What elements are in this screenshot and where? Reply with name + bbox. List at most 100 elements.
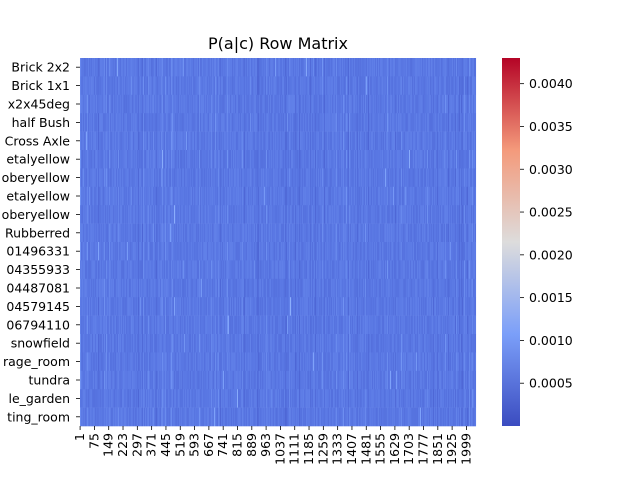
heatmap-cell xyxy=(426,260,428,280)
heatmap-cell xyxy=(283,278,285,298)
heatmap-cell xyxy=(344,113,346,132)
heatmap-cell xyxy=(290,94,292,114)
heatmap-cell xyxy=(148,186,150,206)
heatmap-cell xyxy=(238,242,240,261)
heatmap-cell xyxy=(239,76,241,96)
heatmap-cell xyxy=(421,76,423,96)
heatmap-cell xyxy=(141,168,143,188)
heatmap-cell xyxy=(174,58,176,77)
heatmap-cell xyxy=(274,150,276,169)
heatmap-cell xyxy=(433,76,435,96)
heatmap-cell xyxy=(451,94,453,114)
heatmap-cell xyxy=(454,223,456,243)
heatmap-cell xyxy=(241,58,243,77)
heatmap-cell xyxy=(153,260,155,280)
heatmap-cell xyxy=(324,113,326,132)
heatmap-cell xyxy=(294,223,296,243)
heatmap-cell xyxy=(294,113,296,132)
heatmap-cell xyxy=(226,113,228,132)
heatmap-cell xyxy=(410,131,412,151)
heatmap-cell xyxy=(174,278,176,298)
heatmap-cell xyxy=(320,76,322,96)
heatmap-cell xyxy=(257,186,259,206)
heatmap-cell xyxy=(248,205,250,224)
heatmap-cell xyxy=(104,150,106,169)
heatmap-cell xyxy=(319,223,321,243)
heatmap-cell xyxy=(424,260,426,280)
heatmap-cell xyxy=(356,113,358,132)
heatmap-cell xyxy=(422,260,424,280)
heatmap-cell xyxy=(237,150,239,169)
heatmap-cell xyxy=(96,168,98,188)
heatmap-cell xyxy=(257,278,259,298)
heatmap-cell xyxy=(389,58,391,77)
heatmap-cell xyxy=(455,131,457,151)
heatmap-cell xyxy=(339,205,341,224)
heatmap-cell xyxy=(204,223,206,243)
heatmap-cell xyxy=(352,242,354,261)
heatmap-cell xyxy=(406,205,408,224)
heatmap-cell xyxy=(200,260,202,280)
heatmap-cell xyxy=(371,186,373,206)
heatmap-cell xyxy=(113,186,115,206)
heatmap-cell xyxy=(99,58,101,77)
heatmap-cell xyxy=(372,260,374,280)
heatmap-cell xyxy=(158,58,160,77)
heatmap-cell xyxy=(139,131,141,151)
heatmap-cell xyxy=(382,205,384,224)
heatmap-cell xyxy=(246,168,248,188)
heatmap-cell xyxy=(249,94,251,114)
heatmap-cell xyxy=(198,186,200,206)
heatmap-cell xyxy=(425,242,427,261)
heatmap-cell xyxy=(103,58,105,77)
heatmap-cell xyxy=(410,113,412,132)
heatmap-cell xyxy=(411,131,413,151)
heatmap-cell xyxy=(401,168,403,188)
heatmap-cell xyxy=(350,242,352,261)
heatmap-cell xyxy=(271,76,273,96)
heatmap-cell xyxy=(91,223,93,243)
heatmap-cell xyxy=(202,205,204,224)
heatmap-cell xyxy=(196,223,198,243)
heatmap-cell xyxy=(394,223,396,243)
heatmap-cell xyxy=(212,76,214,96)
heatmap-cell xyxy=(160,58,162,77)
heatmap-cell xyxy=(259,76,261,96)
heatmap-cell xyxy=(391,205,393,224)
heatmap-cell xyxy=(373,150,375,169)
heatmap-cell xyxy=(331,150,333,169)
heatmap-cell xyxy=(96,150,98,169)
heatmap-cell xyxy=(436,186,438,206)
heatmap-cell xyxy=(316,113,318,132)
heatmap-cell xyxy=(467,76,469,96)
heatmap-cell xyxy=(295,278,297,298)
heatmap-cell xyxy=(105,223,107,243)
heatmap-cell xyxy=(407,58,409,77)
heatmap-cell xyxy=(375,94,377,114)
heatmap-cell xyxy=(108,205,110,224)
heatmap-cell xyxy=(328,150,330,169)
heatmap-cell xyxy=(155,168,157,188)
heatmap-cell xyxy=(420,94,422,114)
heatmap-cell xyxy=(290,205,292,224)
heatmap-cell xyxy=(270,150,272,169)
heatmap-cell xyxy=(458,76,460,96)
heatmap-cell xyxy=(301,131,303,151)
heatmap-cell xyxy=(171,94,173,114)
heatmap-cell xyxy=(361,260,363,280)
heatmap-cell xyxy=(117,205,119,224)
heatmap-cell xyxy=(335,168,337,188)
heatmap-cell xyxy=(461,76,463,96)
heatmap-cell xyxy=(376,242,378,261)
heatmap-cell xyxy=(376,131,378,151)
heatmap-cell xyxy=(233,150,235,169)
heatmap-cell xyxy=(470,260,472,280)
heatmap-cell xyxy=(118,205,120,224)
heatmap-cell xyxy=(390,113,392,132)
heatmap-cell xyxy=(179,260,181,280)
heatmap-cell xyxy=(124,205,126,224)
heatmap-cell xyxy=(215,260,217,280)
heatmap-cell xyxy=(278,58,280,77)
heatmap-cell xyxy=(147,131,149,151)
heatmap-cell xyxy=(278,94,280,114)
